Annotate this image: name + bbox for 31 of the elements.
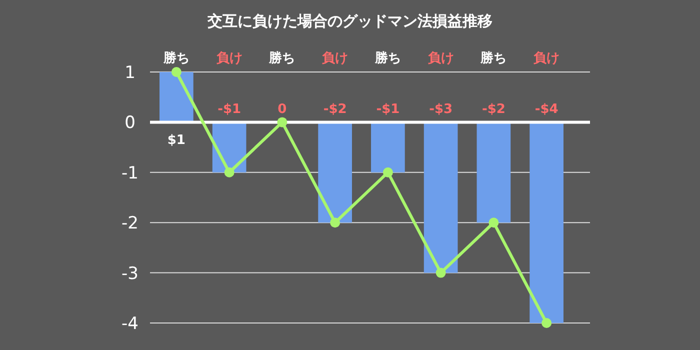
x-tick-label: 負け — [322, 51, 348, 66]
y-tick-label: -3 — [122, 264, 138, 284]
x-tick-label: 負け — [534, 51, 560, 66]
point — [488, 218, 499, 228]
data-label: $1 — [167, 133, 186, 148]
data-label: -$2 — [323, 102, 347, 118]
y-tick-label: 1 — [124, 63, 136, 83]
x-tick-label: 負け — [216, 51, 242, 66]
y-tick-label: -2 — [122, 214, 138, 234]
chart-title: 交互に負けた場合のグッドマン法損益推移 — [206, 12, 492, 30]
x-tick-label: 勝ち — [480, 51, 507, 66]
data-label: -$1 — [376, 102, 400, 118]
point — [382, 167, 393, 178]
point — [330, 218, 340, 228]
x-tick-label: 負け — [428, 51, 454, 66]
point — [436, 268, 446, 278]
point — [224, 167, 234, 178]
x-tick-label: 勝ち — [268, 51, 296, 66]
y-tick-label: -4 — [122, 314, 138, 334]
data-label: -$4 — [534, 102, 558, 118]
data-label: 0 — [278, 102, 287, 118]
data-label: -$3 — [429, 102, 453, 118]
data-label: -$1 — [218, 102, 242, 118]
point — [277, 117, 288, 128]
y-tick-label: 0 — [124, 113, 136, 134]
x-tick-label: 勝ち — [162, 51, 190, 66]
point — [171, 67, 182, 77]
y-tick-label: -1 — [122, 163, 138, 184]
data-label: -$2 — [482, 102, 506, 118]
point — [542, 318, 552, 328]
x-tick-label: 勝ち — [374, 51, 401, 66]
